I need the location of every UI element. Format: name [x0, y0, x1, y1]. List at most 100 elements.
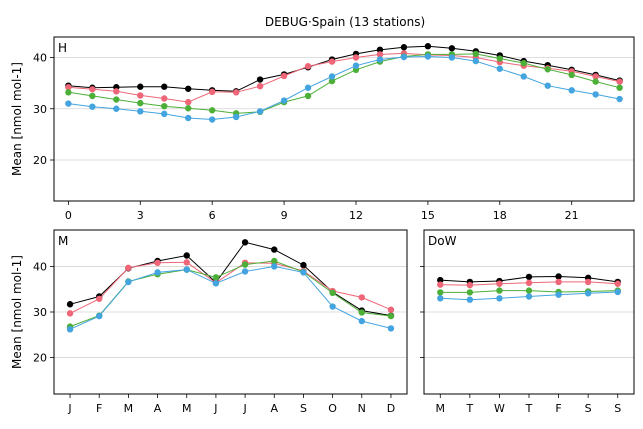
data-point: [280, 97, 288, 104]
data-point: [137, 108, 144, 115]
series-line: [68, 45, 620, 92]
data-point: [300, 269, 307, 276]
data-point: [584, 290, 592, 297]
data-point: [568, 87, 575, 94]
data-point: [241, 268, 249, 275]
data-point: [555, 278, 562, 286]
data-point: [137, 92, 144, 99]
y-tick-label: 40: [33, 52, 47, 65]
x-tick-label: 18: [493, 209, 507, 222]
y-tick-label: 40: [33, 260, 47, 273]
data-point: [328, 73, 336, 80]
data-point: [472, 50, 480, 58]
data-point: [304, 63, 312, 70]
data-point: [161, 102, 168, 110]
panel-label: H: [58, 41, 67, 55]
data-point: [496, 65, 503, 72]
x-tick-label: 3: [137, 209, 144, 222]
series-line: [68, 52, 620, 103]
data-point: [183, 252, 190, 259]
data-point: [358, 294, 365, 301]
data-point: [96, 295, 103, 302]
data-point: [280, 72, 288, 80]
data-point: [466, 289, 474, 296]
data-point: [544, 82, 551, 89]
data-point: [125, 264, 132, 272]
x-tick-label: J: [67, 402, 71, 415]
data-point: [352, 62, 360, 69]
x-tick-label: D: [387, 402, 395, 415]
panel-label: DoW: [428, 234, 457, 248]
data-point: [241, 239, 249, 246]
x-tick-label: A: [270, 402, 278, 415]
data-point: [496, 295, 503, 302]
x-tick-label: M: [436, 402, 446, 415]
data-point: [496, 280, 503, 287]
figure-title: DEBUG·Spain (13 stations): [265, 15, 425, 29]
series-line: [68, 55, 620, 121]
data-point: [271, 257, 278, 265]
data-point: [544, 66, 551, 73]
data-point: [616, 95, 623, 103]
data-point: [161, 83, 168, 90]
data-point: [466, 281, 474, 289]
data-point: [437, 295, 444, 302]
data-point: [358, 317, 365, 325]
data-point: [376, 56, 384, 63]
x-tick-label: T: [525, 402, 533, 415]
data-point: [400, 44, 408, 51]
y-tick-label: 30: [33, 103, 47, 116]
x-tick-label: N: [358, 402, 366, 415]
data-point: [271, 263, 278, 270]
data-point: [300, 261, 307, 269]
data-point: [424, 53, 432, 60]
data-point: [232, 113, 240, 121]
data-point: [256, 108, 264, 115]
data-point: [232, 89, 240, 96]
data-point: [437, 276, 444, 284]
data-point: [161, 95, 168, 102]
data-point: [555, 273, 562, 280]
data-point: [89, 103, 96, 110]
y-tick-label: 30: [33, 306, 47, 319]
data-point: [137, 83, 144, 90]
data-point: [614, 288, 621, 296]
x-tick-label: M: [124, 402, 134, 415]
data-point: [65, 89, 72, 96]
data-point: [448, 45, 456, 52]
data-point: [208, 88, 216, 96]
data-point: [592, 73, 599, 80]
data-point: [185, 105, 192, 112]
series-line: [69, 261, 392, 314]
data-point: [96, 312, 103, 320]
data-point: [525, 279, 533, 287]
panel-label: M: [58, 234, 68, 248]
data-point: [89, 86, 96, 93]
data-point: [466, 296, 474, 303]
data-point: [113, 96, 120, 103]
data-point: [437, 289, 444, 296]
data-point: [241, 261, 249, 268]
data-point: [212, 280, 220, 287]
data-point: [329, 303, 336, 310]
x-tick-label: S: [585, 402, 592, 415]
data-point: [525, 273, 533, 281]
data-point: [387, 325, 395, 332]
x-tick-label: J: [242, 402, 246, 415]
data-point: [113, 105, 120, 112]
data-point: [592, 78, 599, 85]
data-point: [472, 57, 480, 65]
data-point: [358, 309, 365, 316]
chart-monthly: 20 30 40 J F M A M J J A S O N D M Mean [nmol mol-1]: [10, 229, 408, 415]
data-point: [525, 293, 533, 300]
data-point: [614, 280, 621, 287]
data-point: [568, 71, 575, 79]
data-point: [208, 107, 216, 114]
data-point: [424, 43, 432, 50]
y-axis-label: Mean [nmol mol-1]: [10, 62, 24, 176]
x-tick-label: T: [465, 402, 473, 415]
data-point: [212, 274, 220, 281]
data-point: [154, 259, 161, 266]
data-point: [328, 58, 336, 65]
